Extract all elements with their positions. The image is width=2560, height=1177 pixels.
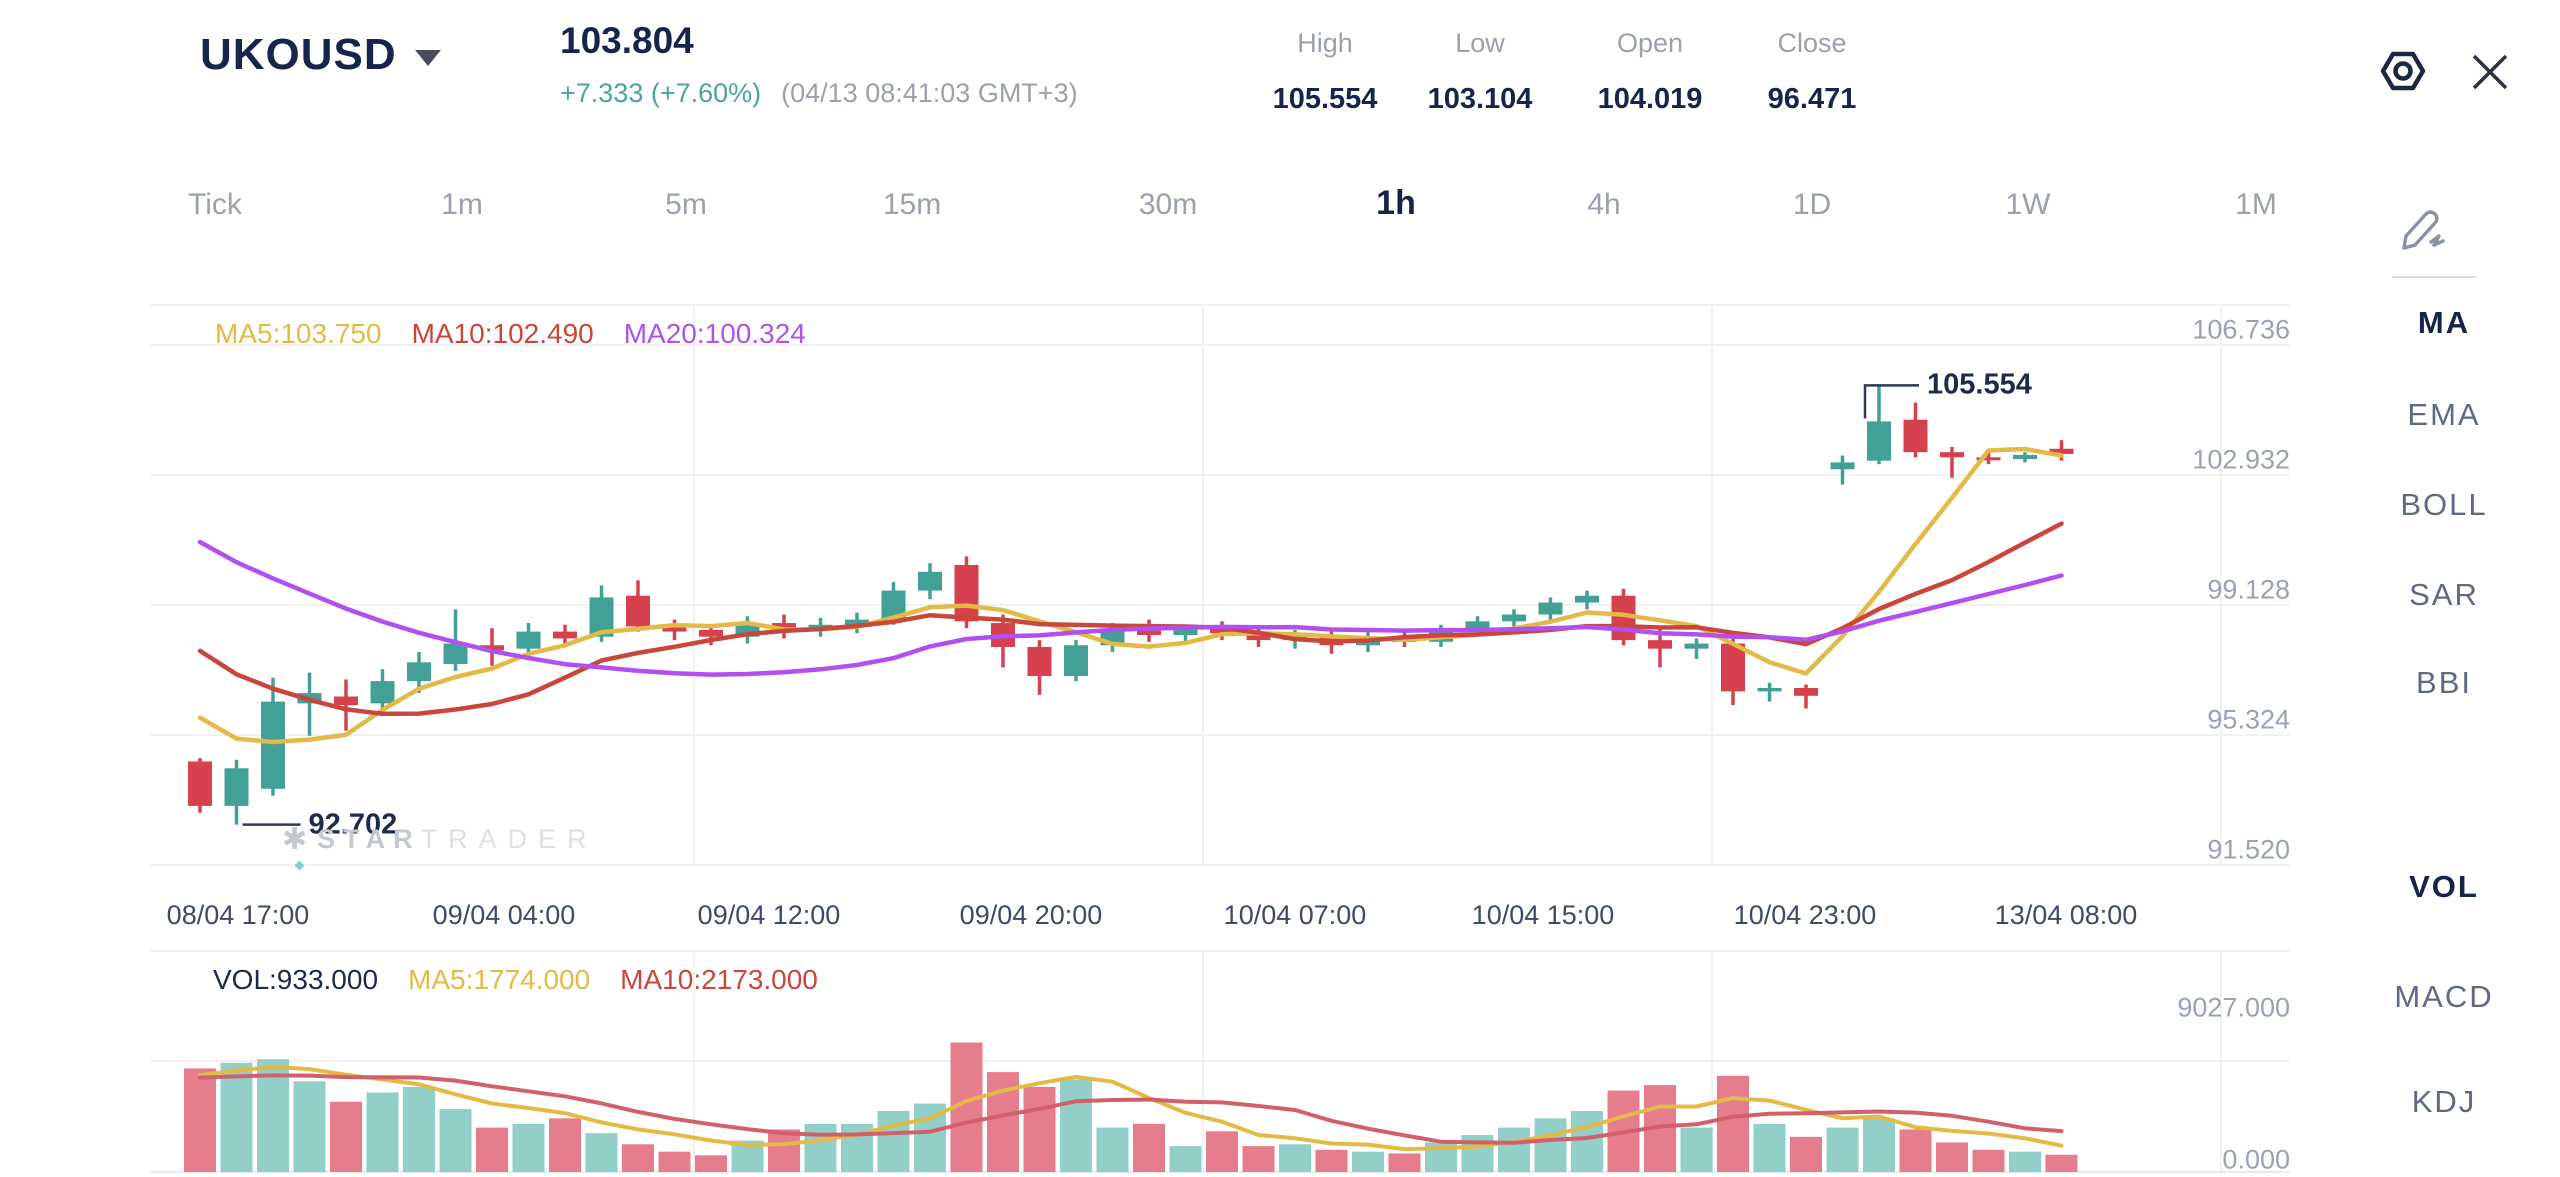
pencil-icon (2402, 210, 2445, 250)
close-icon (2472, 54, 2508, 90)
volume-legend-item-1: MA5:1774.000 (408, 964, 591, 995)
price-tick: 102.932 (2192, 444, 2290, 475)
stat-value: 104.019 (1597, 83, 1703, 115)
price-change: +7.333 (+7.60%) (560, 78, 762, 108)
indicator-sar[interactable]: SAR (2409, 577, 2479, 612)
close-button[interactable] (2470, 52, 2510, 97)
indicator-macd[interactable]: MACD (2394, 979, 2494, 1014)
stat-value: 105.554 (1272, 83, 1378, 115)
stat-value: 96.471 (1767, 83, 1857, 115)
stat-low: Low 103.104 (1428, 28, 1533, 116)
price-tick: 91.520 (2207, 834, 2290, 865)
drawing-tools-button[interactable] (2398, 200, 2450, 257)
settings-gear-icon (2380, 51, 2426, 91)
price-tick: 106.736 (2192, 314, 2290, 345)
timeframe-tab-1h[interactable]: 1h (1376, 184, 1416, 222)
time-tick: 09/04 04:00 (432, 900, 576, 930)
stat-label: High (1297, 28, 1353, 58)
chevron-down-icon (414, 50, 441, 66)
timeframe-tab-1m[interactable]: 1M (2235, 188, 2277, 221)
stat-label: Close (1777, 28, 1847, 58)
price-tick: 95.324 (2207, 704, 2290, 735)
timeframe-tab-1d[interactable]: 1D (1792, 188, 1832, 221)
stat-value: 103.104 (1427, 83, 1533, 115)
time-tick: 13/04 08:00 (1994, 900, 2138, 930)
quote-timestamp: (04/13 08:41:03 GMT+3) (781, 78, 1078, 108)
indicator-ema[interactable]: EMA (2407, 397, 2481, 432)
time-tick: 10/04 07:00 (1223, 900, 1367, 930)
star-icon: ✱ (282, 823, 308, 856)
volume-legend: VOL:933.000 MA5:1774.000 MA10:2173.000 (213, 964, 818, 996)
price-change-row: +7.333 (+7.60%) (04/13 08:41:03 GMT+3) (560, 78, 1078, 109)
stat-close: Close 96.471 (1768, 28, 1857, 116)
price-ma-legend: MA5:103.750 MA10:102.490 MA20:100.324 (215, 318, 806, 350)
price-legend-item-1: MA10:102.490 (411, 318, 594, 349)
sidebar-divider (2392, 276, 2476, 278)
stat-high: High 105.554 (1273, 28, 1378, 116)
indicator-kdj[interactable]: KDJ (2411, 1084, 2477, 1119)
price-legend-item-0: MA5:103.750 (215, 318, 382, 349)
timeframe-tab-1w[interactable]: 1W (2005, 188, 2051, 221)
volume-tick: 9027.000 (2177, 992, 2290, 1023)
time-tick: 10/04 15:00 (1471, 900, 1615, 930)
volume-tick: 0.000 (2222, 1144, 2290, 1175)
symbol-selector[interactable]: UKOUSD (200, 30, 441, 80)
volume-legend-item-2: MA10:2173.000 (620, 964, 818, 995)
last-price: 103.804 (560, 20, 694, 61)
timeframe-tab-5m[interactable]: 5m (665, 188, 707, 221)
price-tick: 99.128 (2207, 574, 2290, 605)
stat-label: Open (1616, 28, 1684, 58)
volume-legend-item-0: VOL:933.000 (213, 964, 379, 995)
symbol-label: UKOUSD (200, 30, 397, 79)
timeframe-tab-1m[interactable]: 1m (441, 188, 483, 221)
time-tick: 09/04 20:00 (959, 900, 1103, 930)
timeframe-tab-tick[interactable]: Tick (188, 188, 242, 221)
time-tick: 10/04 23:00 (1733, 900, 1877, 930)
time-tick: 09/04 12:00 (697, 900, 841, 930)
startrader-watermark: ✱ STAR TRADER (282, 822, 598, 871)
indicator-boll[interactable]: BOLL (2400, 487, 2488, 522)
high-price-annotation: 105.554 (1927, 368, 2032, 401)
stat-open: Open 104.019 (1598, 28, 1703, 116)
indicator-vol[interactable]: VOL (2409, 869, 2479, 904)
timeframe-tab-15m[interactable]: 15m (882, 188, 942, 221)
timeframe-tab-4h[interactable]: 4h (1587, 188, 1621, 221)
low-price-annotation: 92.702 (308, 808, 398, 841)
indicator-bbi[interactable]: BBI (2416, 665, 2472, 700)
timeframe-tab-30m[interactable]: 30m (1138, 188, 1198, 221)
settings-button[interactable] (2380, 48, 2426, 99)
indicator-ma[interactable]: MA (2417, 305, 2471, 340)
stat-label: Low (1455, 28, 1505, 58)
time-tick: 08/04 17:00 (166, 900, 310, 930)
price-block: 103.804 +7.333 (+7.60%) (04/13 08:41:03 … (560, 20, 1078, 109)
price-legend-item-2: MA20:100.324 (623, 318, 806, 349)
